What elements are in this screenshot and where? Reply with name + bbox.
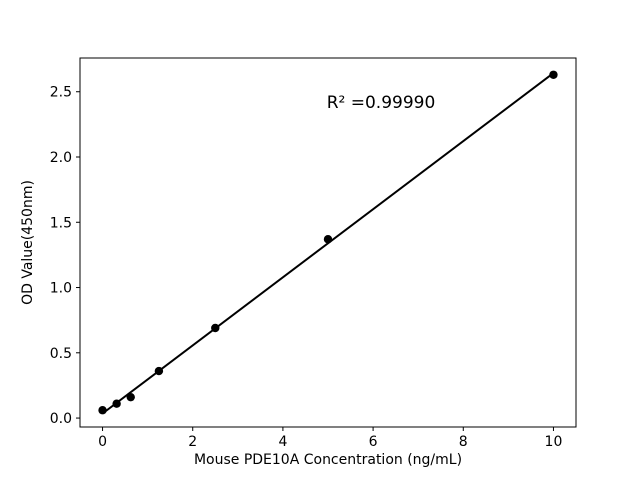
- data-point: [323, 235, 333, 244]
- x-tick-label: 8: [459, 434, 468, 450]
- data-point: [549, 70, 558, 79]
- y-tick-label: 2.5: [50, 85, 72, 101]
- plot-frame: [79, 57, 577, 428]
- x-tick-label: 6: [369, 434, 378, 450]
- y-tick-label: 0.0: [50, 411, 72, 427]
- x-tick-label: 10: [545, 434, 563, 450]
- r-squared-annotation: R² =0.99990: [327, 93, 436, 113]
- data-point: [98, 406, 107, 415]
- y-axis-label: OD Value(450nm): [20, 180, 36, 305]
- data-point: [126, 392, 135, 402]
- data-point: [154, 366, 164, 376]
- data-point: [211, 323, 220, 333]
- x-axis-label: Mouse PDE10A Concentration (ng/mL): [194, 452, 462, 468]
- x-tick-label: 0: [98, 434, 107, 450]
- y-tick-label: 1.5: [50, 215, 72, 231]
- y-tick-label: 2.0: [50, 150, 72, 166]
- plot-area: 0 2 4 6 8 10 0.0 0.5 1.0 1.5 2.0 2.5: [50, 57, 577, 450]
- y-tick-label: 0.5: [50, 346, 72, 362]
- y-tick-label: 1.0: [50, 281, 72, 297]
- data-point: [112, 399, 121, 408]
- x-tick-label: 4: [278, 434, 287, 450]
- x-tick-label: 2: [188, 434, 197, 450]
